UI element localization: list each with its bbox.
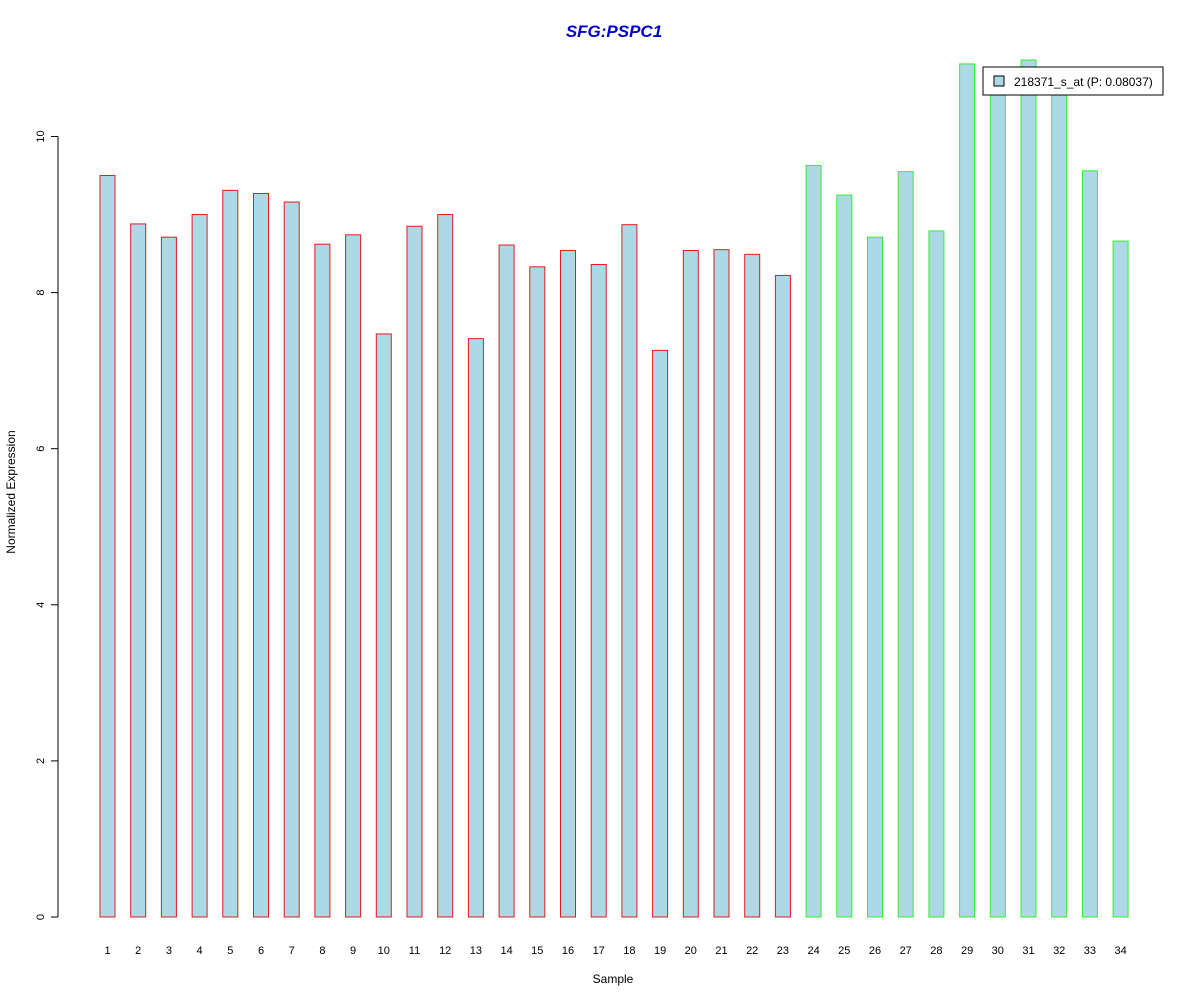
- bar-34: [1112, 240, 1129, 918]
- x-tick-label: 20: [685, 945, 697, 957]
- x-tick-label: 30: [992, 945, 1004, 957]
- bar-14: [498, 244, 515, 918]
- x-tick-label: 2: [135, 945, 141, 957]
- x-tick-label: 15: [531, 945, 543, 957]
- x-tick-label: 1: [104, 945, 110, 957]
- x-tick-label: 18: [623, 945, 635, 957]
- legend: 218371_s_at (P: 0.08037): [982, 66, 1164, 96]
- y-tick-label: 6: [35, 446, 47, 452]
- x-tick-label: 9: [350, 945, 356, 957]
- bar-1: [99, 175, 116, 918]
- x-tick-label: 16: [562, 945, 574, 957]
- bar-18: [621, 224, 638, 918]
- x-tick-label: 5: [227, 945, 233, 957]
- bar-7: [283, 201, 300, 918]
- x-tick-label: 4: [197, 945, 203, 957]
- bar-19: [652, 349, 669, 918]
- x-tick-label: 11: [409, 945, 420, 957]
- bar-6: [253, 192, 269, 918]
- bar-16: [560, 249, 576, 918]
- x-tick-label: 10: [378, 945, 390, 957]
- bar-10: [375, 333, 392, 918]
- x-tick-label: 24: [807, 945, 819, 957]
- y-tick-label: 4: [35, 602, 47, 608]
- bar-11: [406, 225, 423, 918]
- bar-8: [314, 243, 331, 918]
- x-tick-label: 23: [777, 945, 789, 957]
- x-tick-label: 32: [1053, 945, 1065, 957]
- bar-17: [590, 264, 607, 918]
- bar-9: [345, 234, 362, 918]
- bars: [99, 59, 1129, 918]
- legend-box: [982, 66, 1164, 96]
- bar-13: [467, 338, 484, 918]
- x-tick-label: 21: [715, 945, 727, 957]
- x-tick-label: 7: [289, 945, 295, 957]
- bar-24: [805, 164, 822, 918]
- x-tick-label: 22: [746, 945, 758, 957]
- bar-20: [682, 249, 699, 918]
- bar-4: [191, 214, 208, 918]
- y-axis-title: Normalized Expression: [4, 430, 18, 553]
- x-tick-label: 13: [470, 945, 482, 957]
- y-tick-label: 10: [35, 130, 47, 142]
- bar-15: [529, 266, 546, 918]
- y-tick-label: 8: [35, 290, 47, 296]
- x-tick-label: 17: [593, 945, 605, 957]
- x-tick-label: 33: [1084, 945, 1096, 957]
- bar-26: [867, 236, 883, 918]
- x-axis-tick-labels: 1 2 3 4 5 6 7 8 9 10 11 12 13 14 15 16 17 18 19 20 21 22 23 24 2…: [104, 945, 1126, 957]
- x-tick-label: 25: [838, 945, 850, 957]
- y-tick-label: 0: [35, 914, 47, 920]
- bar-33: [1081, 170, 1098, 918]
- x-tick-label: 34: [1114, 945, 1126, 957]
- y-axis: 0 2 4 6 8 10: [35, 130, 59, 920]
- bar-5: [222, 189, 239, 918]
- bar-23: [774, 274, 791, 918]
- bar-25: [836, 194, 853, 918]
- bar-21: [713, 249, 730, 918]
- bar-22: [744, 253, 761, 918]
- x-tick-label: 19: [654, 945, 666, 957]
- bar-3: [160, 236, 177, 918]
- x-tick-label: 6: [258, 945, 264, 957]
- x-tick-label: 3: [166, 945, 172, 957]
- bar-30: [989, 85, 1006, 918]
- bar-12: [437, 214, 454, 918]
- bar-2: [130, 223, 147, 918]
- x-tick-label: 26: [869, 945, 881, 957]
- bar-27: [897, 171, 914, 918]
- x-tick-label: 28: [930, 945, 942, 957]
- x-tick-label: 8: [319, 945, 325, 957]
- bar-31: [1020, 59, 1037, 918]
- y-tick-label: 2: [35, 758, 47, 764]
- x-tick-label: 27: [900, 945, 912, 957]
- bar-29: [959, 63, 976, 918]
- legend-swatch: [993, 75, 1005, 87]
- chart-title: SFG:PSPC1: [566, 22, 662, 41]
- x-tick-label: 29: [961, 945, 973, 957]
- legend-label: 218371_s_at (P: 0.08037): [1014, 75, 1153, 89]
- x-tick-label: 31: [1022, 945, 1034, 957]
- bar-28: [928, 230, 945, 918]
- x-tick-label: 14: [500, 945, 512, 957]
- x-tick-label: 12: [439, 945, 451, 957]
- bar-32: [1051, 82, 1068, 918]
- x-axis-title: Sample: [593, 972, 634, 986]
